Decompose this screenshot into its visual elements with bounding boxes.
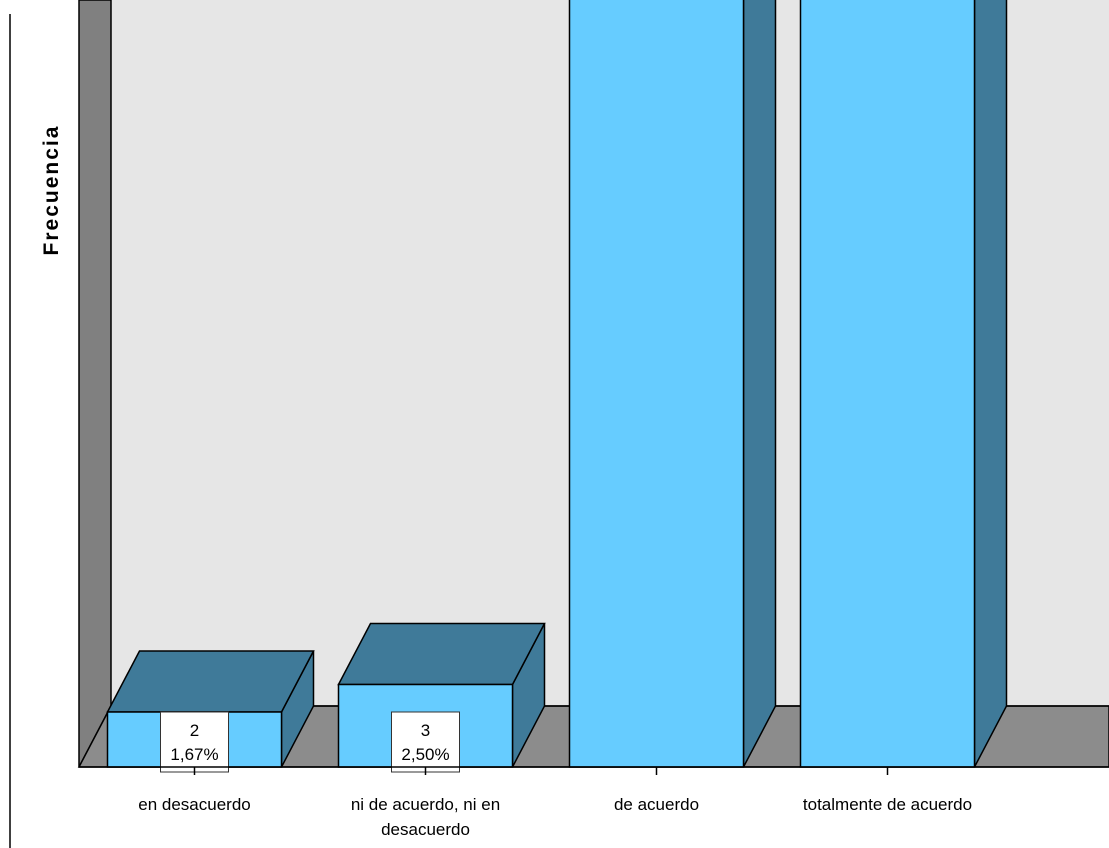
bar-3: 5545,83% [568,0,777,768]
data-label-box [391,711,460,773]
bar-top [106,650,315,713]
y-axis-label-group: Frecuencia [40,125,63,256]
bar-2: 3 2,50% [337,622,546,773]
bar-side [973,0,1008,768]
data-label-count: 2 [190,721,199,740]
bar-side [742,0,777,768]
bar-front [568,0,745,768]
data-label-percent: 2,50% [401,745,449,764]
bars-group: 2 1,67% 3 2,50% 5545,83%6050,00% [106,0,1008,773]
side-wall [78,0,112,768]
bar-1: 2 1,67% [106,650,315,773]
data-label-count: 3 [421,721,430,740]
x-tick-label: desacuerdo [381,820,470,839]
bar-front [799,0,976,768]
x-axis: en desacuerdo ni de acuerdo, ni en desacue… [79,766,1109,839]
x-tick-label: en desacuerdo [138,795,250,814]
bar-top [337,622,546,686]
bar-4: 6050,00% [799,0,1008,768]
x-tick-label: de acuerdo [614,795,699,814]
y-axis-label: Frecuencia [40,125,63,256]
x-tick-label: ni de acuerdo, ni en [351,795,500,814]
data-label-percent: 1,67% [170,745,218,764]
x-tick-label: totalmente de acuerdo [803,795,972,814]
